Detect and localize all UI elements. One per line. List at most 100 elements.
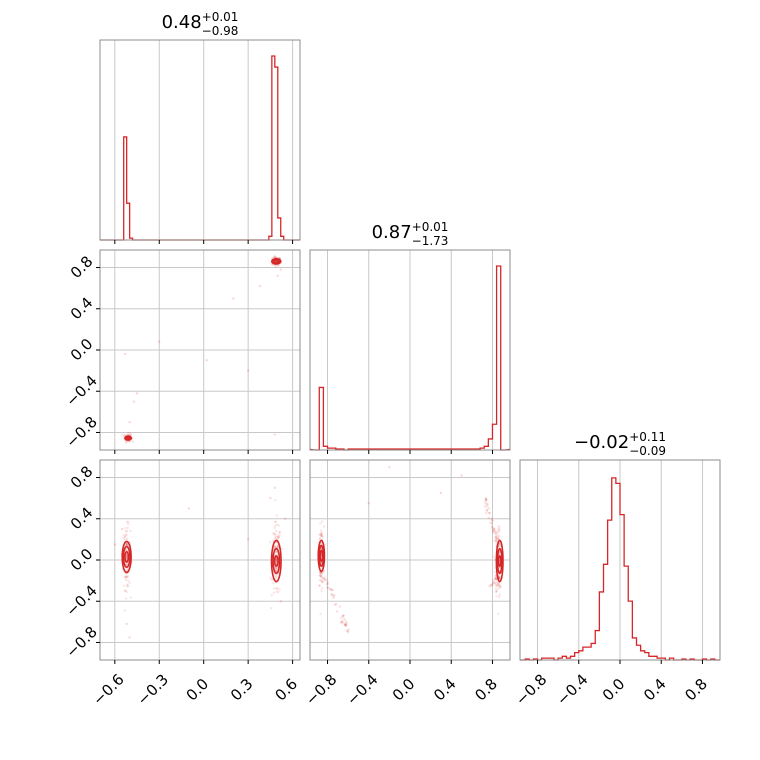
scatter-point (125, 543, 129, 546)
x-tick-label: −0.8 (512, 670, 550, 708)
scatter-point (275, 537, 278, 540)
scatter-point (326, 580, 329, 584)
scatter-point (272, 591, 276, 594)
scatter-point (246, 369, 250, 372)
scatter-point (343, 623, 347, 626)
scatter-point (343, 623, 347, 626)
scatter-point (319, 612, 322, 616)
scatter-point (125, 574, 128, 577)
scatter-point (126, 543, 129, 546)
hist-panel-0: 0.48+0.01−0.98 (99, 10, 301, 244)
scatter-point (498, 526, 501, 529)
contour-core (125, 552, 129, 562)
x-tick-label: −0.4 (343, 670, 381, 708)
title-minus: −1.73 (412, 234, 449, 248)
title-minus: −0.09 (629, 444, 666, 458)
scatter-point (495, 532, 498, 536)
scatter-point (126, 575, 130, 578)
scatter-point (498, 595, 501, 599)
scatter-point (494, 590, 498, 593)
scatter-point (122, 434, 126, 437)
scatter-point (125, 568, 128, 571)
scatter-point (318, 573, 321, 577)
y-tick-label: −0.4 (62, 582, 100, 620)
scatter-point (274, 499, 277, 502)
scatter-point (273, 545, 276, 548)
scatter-point (347, 628, 350, 631)
scatter-point (493, 581, 496, 584)
scatter-point (280, 547, 283, 550)
scatter-point (339, 621, 343, 624)
scatter-point (123, 433, 127, 437)
scatter-point (330, 589, 334, 592)
scatter-point (492, 529, 495, 532)
scatter-point (323, 578, 326, 582)
panel-frame (99, 39, 301, 241)
panel-title-1: 0.87+0.01 (372, 220, 449, 243)
scatter-point (276, 264, 280, 267)
x-tick-label: 0.8 (681, 675, 711, 705)
scatter-point (124, 578, 128, 582)
contour-line (272, 547, 281, 575)
scatter-point (273, 536, 277, 540)
scatter-point (492, 555, 496, 558)
scatter-point (320, 520, 324, 523)
scatter-point (320, 532, 324, 536)
scatter-point (318, 533, 321, 537)
scatter-point (497, 612, 500, 616)
scatter-point (489, 584, 492, 587)
scatter-point (275, 590, 278, 593)
scatter-point (495, 539, 498, 543)
scatter-point (125, 537, 129, 541)
scatter-point (270, 606, 273, 610)
y-tick-label: 0.0 (67, 335, 97, 365)
scatter-point (333, 593, 336, 597)
scatter-point (123, 584, 126, 588)
y-tick-label: −0.4 (62, 372, 100, 410)
scatter-point (275, 523, 279, 526)
scatter-point (271, 582, 275, 585)
scatter-point (345, 629, 348, 632)
scatter-point (494, 576, 497, 580)
scatter-point (320, 534, 323, 538)
scatter-point (490, 522, 494, 525)
scatter-point (321, 580, 324, 584)
scatter-point (318, 538, 321, 541)
scatter-point (494, 535, 497, 539)
scatter-point (273, 534, 277, 538)
scatter-point (499, 586, 502, 589)
scatter-point (127, 522, 130, 526)
scatter-point (125, 440, 128, 444)
scatter-point (493, 581, 497, 585)
scatter-point (485, 511, 488, 515)
scatter-point (492, 529, 496, 532)
scatter-point (335, 610, 339, 613)
contour-line (317, 539, 326, 573)
scatter-point (126, 431, 130, 435)
scatter-point (125, 555, 129, 558)
scatter-point (121, 527, 124, 531)
contour-line (497, 555, 502, 567)
x-tick-label: 0.4 (640, 675, 670, 705)
hist-panel-1: 0.87+0.01−1.73 (309, 220, 511, 454)
scatter-point (131, 440, 135, 443)
scatter-point (321, 535, 325, 538)
y-tick-label: 0.4 (67, 504, 97, 534)
scatter-point (484, 498, 488, 501)
scatter-point (276, 545, 279, 548)
panel-title-2: −0.02+0.11 (574, 430, 666, 453)
scatter-point (129, 596, 132, 599)
scatter-point (439, 491, 443, 495)
scatter-point (321, 577, 324, 580)
scatter-point (496, 581, 499, 585)
scatter-point (270, 594, 274, 597)
contour-line (270, 539, 282, 583)
contour-line (319, 549, 324, 562)
scatter-point (125, 533, 128, 536)
scatter-point (274, 265, 277, 268)
scatter-point (342, 614, 345, 617)
scatter-point (460, 474, 463, 477)
scatter-point (275, 551, 278, 554)
scatter-point (277, 536, 280, 539)
scatter-point (494, 576, 497, 580)
